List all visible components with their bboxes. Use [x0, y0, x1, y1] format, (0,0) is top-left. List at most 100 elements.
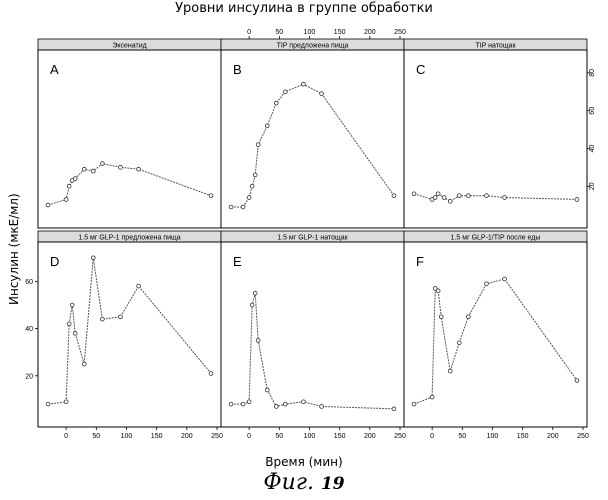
data-point-f	[484, 281, 489, 287]
x-tick-label: 100	[487, 433, 499, 440]
data-point-d	[118, 314, 123, 320]
data-point-c	[432, 195, 438, 200]
data-point-a	[208, 193, 214, 198]
x-tick-label: 200	[364, 433, 376, 440]
data-point-c	[574, 197, 580, 202]
data-point-d	[45, 401, 51, 407]
data-point-a	[63, 197, 69, 202]
x-tick-label: 250	[394, 433, 406, 440]
y-tick-label: 80	[589, 69, 596, 77]
data-point-e	[252, 290, 258, 296]
x-tick-label: 200	[547, 433, 559, 440]
panel-frame-e	[220, 241, 405, 428]
data-point-d	[81, 361, 87, 367]
data-point-f	[429, 394, 435, 400]
data-point-e	[240, 401, 246, 407]
x-tick-label: 100	[121, 433, 133, 440]
panel-strip-label-f: 1.5 мг GLP-1/ТIP после еды	[451, 235, 541, 242]
x-tick-label: 250	[211, 433, 223, 440]
panel-frame-b	[220, 49, 405, 229]
series-line-d	[47, 257, 212, 405]
data-point-b	[283, 89, 288, 95]
data-point-e	[255, 338, 261, 343]
x-tick-label: 50	[275, 29, 283, 36]
x-tick-label: 50	[458, 433, 466, 440]
data-point-d	[208, 371, 214, 376]
data-point-d	[100, 316, 105, 322]
data-point-a	[81, 166, 87, 172]
data-point-f	[456, 340, 462, 346]
panel-strip-label-a: Эксенатид	[112, 43, 146, 50]
x-tick-label: 50	[275, 433, 283, 440]
data-point-d	[72, 331, 78, 336]
x-tick-label: 150	[151, 433, 163, 440]
x-tick-label: 100	[304, 433, 316, 440]
x-tick-label: 150	[517, 433, 529, 440]
data-point-e	[246, 399, 252, 405]
data-point-b	[273, 100, 279, 106]
panel-letter-f: F	[416, 254, 424, 269]
data-point-c	[484, 193, 489, 198]
data-point-e	[301, 399, 306, 405]
data-point-b	[319, 91, 324, 96]
series-line-e	[231, 293, 395, 410]
data-point-e	[228, 401, 234, 407]
panel-frame-f	[403, 241, 588, 428]
panel-letter-a: A	[50, 62, 59, 77]
data-point-b	[255, 142, 261, 147]
data-point-f	[411, 401, 417, 407]
x-tick-label: 100	[304, 29, 316, 36]
data-point-c	[435, 191, 441, 197]
y-tick-label: 60	[25, 279, 33, 286]
data-point-f	[447, 368, 453, 374]
data-point-b	[240, 204, 246, 210]
data-point-b	[252, 172, 258, 178]
data-point-f	[502, 276, 507, 282]
x-tick-label: 50	[92, 433, 100, 440]
panel-letter-b: B	[233, 62, 242, 77]
panel-frame-d	[37, 241, 222, 428]
panel-frame-c	[403, 49, 588, 229]
panel-letter-d: D	[50, 254, 59, 269]
x-tick-label: 0	[247, 29, 251, 36]
data-point-e	[283, 401, 288, 407]
data-point-a	[72, 176, 78, 181]
data-point-e	[273, 404, 279, 409]
series-line-a	[47, 163, 212, 206]
data-point-b	[228, 204, 234, 210]
panel-strip-label-c: ТIP натощак	[475, 43, 516, 50]
data-point-d	[90, 255, 96, 261]
data-point-a	[45, 202, 51, 208]
data-point-b	[264, 123, 270, 129]
y-tick-label: 20	[589, 182, 596, 190]
x-tick-label: 0	[430, 433, 434, 440]
data-point-d	[63, 399, 69, 405]
data-point-c	[441, 195, 447, 200]
data-point-b	[246, 195, 252, 200]
data-point-e	[391, 406, 397, 412]
data-point-c	[456, 193, 462, 198]
x-tick-label: 150	[334, 433, 346, 440]
data-point-a	[66, 183, 72, 189]
data-point-c	[411, 191, 417, 197]
x-tick-label: 250	[394, 29, 406, 36]
x-tick-label: 250	[577, 433, 589, 440]
panel-strip-label-e: 1.5 мг GLP-1 натощак	[277, 235, 348, 242]
y-axis-label: Инсулин (мкЕ/мл)	[7, 193, 21, 305]
data-point-d	[69, 302, 75, 308]
x-tick-label: 0	[247, 433, 251, 440]
caption-text: Фиг.	[263, 470, 314, 495]
data-point-c	[502, 195, 507, 200]
panel-letter-c: C	[416, 62, 425, 77]
y-tick-label: 20	[25, 373, 33, 380]
data-point-d	[66, 321, 72, 327]
data-point-a	[90, 168, 96, 174]
figure-title: Уровни инсулина в группе обработки	[175, 1, 433, 16]
data-point-e	[319, 404, 324, 409]
data-point-a	[136, 166, 141, 172]
data-point-f	[432, 286, 438, 291]
y-tick-label: 40	[589, 144, 596, 152]
panel-strip-label-b: ТIP предложена пища	[277, 43, 349, 50]
data-point-b	[249, 183, 255, 189]
